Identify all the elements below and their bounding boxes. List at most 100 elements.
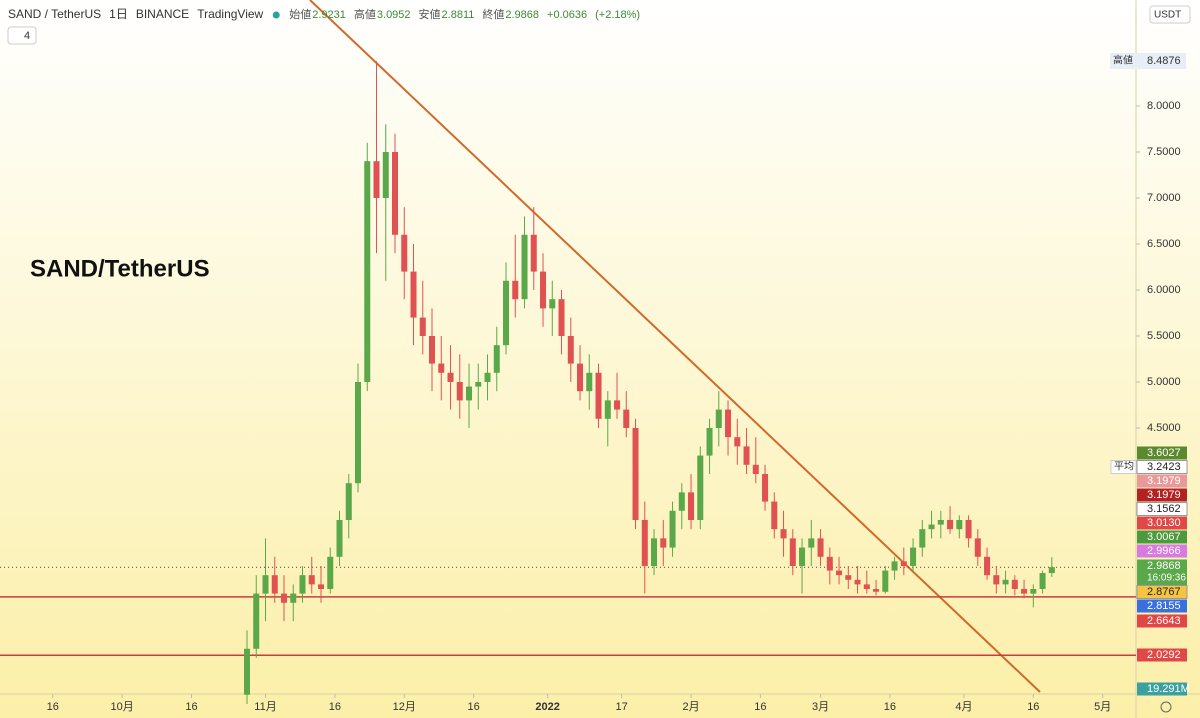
x-tick-label: 10月	[110, 701, 133, 713]
candle-body	[1039, 573, 1046, 589]
candle-body	[836, 570, 843, 576]
ohlc-name: 高値	[354, 7, 376, 21]
candle-body	[345, 483, 352, 520]
candle-body	[873, 588, 880, 592]
candle-body	[503, 280, 510, 346]
candle-body	[725, 409, 732, 438]
price-tag	[1137, 599, 1187, 613]
candle-body	[817, 538, 824, 557]
candle-body	[456, 381, 463, 401]
candle-body	[771, 501, 778, 530]
currency-select[interactable]	[1149, 5, 1191, 24]
candle-body	[623, 409, 630, 428]
candle-body	[475, 381, 482, 387]
candle-body	[660, 538, 667, 548]
price-tag	[1136, 460, 1188, 474]
price-tag	[1137, 614, 1187, 628]
x-tick-label: 16	[754, 701, 766, 713]
price-tag-label: 2.9868	[1147, 560, 1181, 572]
candle-body	[1030, 588, 1037, 594]
ohlc-value: 2.9868	[505, 9, 539, 21]
candle-body	[632, 427, 639, 520]
price-tag-prefix: 平均	[1114, 461, 1134, 473]
exchange: BINANCE	[136, 7, 189, 21]
candle-body	[530, 234, 537, 272]
candle-body	[993, 575, 1000, 585]
price-tag	[1137, 530, 1187, 544]
candle-body	[651, 538, 658, 566]
candle-body	[327, 556, 334, 589]
high-tag	[1110, 53, 1186, 69]
y-tick-label: 4.5000	[1147, 422, 1181, 434]
candle-body	[308, 575, 315, 585]
price-tag	[1137, 516, 1187, 530]
candle-body	[382, 151, 389, 198]
candle-body	[752, 464, 759, 474]
candle-body	[253, 593, 260, 649]
ohlc-value: 2.8811	[442, 9, 475, 21]
candle-body	[466, 386, 473, 401]
x-tick-label: 4月	[955, 701, 972, 713]
candle-body	[697, 455, 704, 520]
price-tag-label: 3.1979	[1147, 475, 1181, 487]
candle-body	[447, 372, 454, 382]
candle-body	[937, 519, 944, 525]
candle-body	[336, 519, 343, 557]
candle-body	[808, 538, 815, 548]
price-tag-label: 2.8155	[1147, 600, 1181, 612]
candle-body	[919, 529, 926, 548]
y-tick-label: 5.0000	[1147, 376, 1181, 388]
x-tick-label: 5月	[1094, 701, 1111, 713]
candle-body	[512, 280, 519, 300]
indicator-toggle[interactable]	[7, 26, 37, 45]
y-tick-label: 8.0000	[1147, 100, 1181, 112]
candle-body	[317, 584, 325, 589]
price-tag-label: 2.6643	[1147, 615, 1181, 627]
ohlc-name: 始値	[289, 7, 311, 21]
price-tag-label: 2.8767	[1147, 586, 1181, 598]
candle-body	[577, 363, 584, 392]
candle-body	[410, 271, 417, 318]
candle-body	[419, 317, 426, 336]
price-tag-label: 3.1979	[1147, 489, 1181, 501]
candle-body	[845, 575, 852, 580]
candle-body	[540, 271, 547, 309]
price-tag	[1136, 585, 1188, 599]
candle-body	[956, 519, 963, 530]
candle-body	[641, 519, 648, 566]
candle-body	[715, 409, 722, 428]
price-tag-prefix-box	[1110, 460, 1137, 474]
x-tick-label: 16	[468, 701, 480, 713]
header: SAND / TetherUS 1日 BINANCE TradingView 始値 2.9…	[8, 7, 640, 21]
candle-body	[243, 648, 251, 695]
price-tag-label: 3.0130	[1147, 517, 1181, 529]
candle-body	[882, 570, 889, 592]
ohlc-name: 終値	[482, 7, 504, 21]
interval: 1日	[109, 7, 128, 21]
x-tick-label: 16	[884, 701, 896, 713]
candle-body	[262, 575, 269, 594]
price-tag-label: 2.0292	[1147, 649, 1181, 661]
candle-body	[1021, 588, 1028, 594]
price-tag	[1137, 559, 1187, 586]
candle-body	[521, 234, 528, 300]
candle-body	[891, 561, 898, 571]
candle-body	[493, 345, 500, 373]
x-tick-label: 2月	[682, 701, 699, 713]
candle-body	[1002, 579, 1009, 585]
candle-body	[567, 335, 574, 364]
settings-icon[interactable]	[1160, 701, 1172, 713]
y-tick-label: 5.5000	[1147, 330, 1181, 342]
x-tick-label: 16	[1027, 701, 1039, 713]
y-tick-label: 7.0000	[1147, 192, 1181, 204]
candle-body	[854, 579, 861, 585]
candle-body	[669, 510, 676, 548]
price-tag	[1137, 446, 1187, 460]
candle-body	[614, 400, 621, 410]
candle-body	[743, 446, 750, 465]
candle-body	[484, 372, 491, 382]
ohlc-name: 安値	[419, 7, 441, 21]
candle-body	[595, 372, 602, 419]
